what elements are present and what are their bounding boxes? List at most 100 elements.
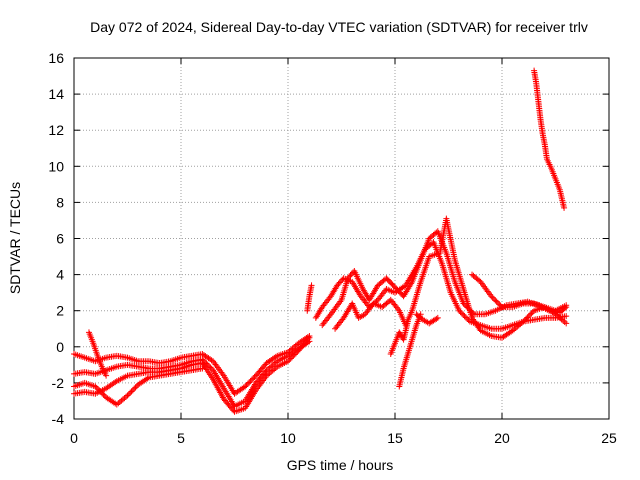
data-point-marker xyxy=(348,270,355,277)
data-point-marker xyxy=(243,382,250,389)
data-point-marker xyxy=(494,300,501,307)
series-track-l xyxy=(413,311,441,327)
series-track-k xyxy=(387,318,411,358)
data-point-marker xyxy=(338,278,345,285)
y-tick-label: 4 xyxy=(56,267,64,283)
data-point-marker xyxy=(461,313,468,320)
data-point-marker xyxy=(563,302,570,309)
data-point-marker xyxy=(336,279,343,286)
data-point-marker xyxy=(334,282,341,289)
data-point-marker xyxy=(124,392,131,399)
data-point-marker xyxy=(489,294,496,301)
data-point-marker xyxy=(92,383,99,390)
data-point-marker xyxy=(476,277,483,284)
data-point-marker xyxy=(306,334,313,341)
tick-labels: 0 5 10 15 20 25 -4 -2 0 2 4 6 8 10 12 14 16 xyxy=(48,50,617,446)
data-point-marker xyxy=(99,390,106,397)
series-track-n xyxy=(531,67,568,211)
data-point-marker xyxy=(305,336,312,343)
data-point-marker xyxy=(497,302,504,309)
data-point-marker xyxy=(493,298,500,305)
data-point-marker xyxy=(251,374,258,381)
y-tick-label: 10 xyxy=(48,158,64,174)
data-point-marker xyxy=(103,372,110,379)
data-point-marker xyxy=(490,295,497,302)
data-point-marker xyxy=(488,293,495,300)
data-point-marker xyxy=(294,348,301,355)
data-point-marker xyxy=(347,272,354,279)
data-point-marker xyxy=(290,352,297,359)
data-point-marker xyxy=(521,317,528,324)
data-point-marker xyxy=(291,351,298,358)
data-point-marker xyxy=(434,314,441,321)
y-tick-label: 6 xyxy=(56,231,64,247)
data-point-marker xyxy=(131,385,138,392)
data-point-marker xyxy=(525,313,532,320)
x-tick-label: 15 xyxy=(387,430,403,446)
chart-title: Day 072 of 2024, Sidereal Day-to-day VTE… xyxy=(90,19,588,35)
data-point-marker xyxy=(247,378,254,385)
data-point-marker xyxy=(128,388,135,395)
data-point-marker xyxy=(561,204,568,211)
data-point-marker xyxy=(335,280,342,287)
data-point-marker xyxy=(287,355,294,362)
data-point-marker xyxy=(456,307,463,314)
y-tick-label: 12 xyxy=(48,122,64,138)
series-track-f xyxy=(304,282,315,314)
data-point-marker xyxy=(496,301,503,308)
data-point-marker xyxy=(127,389,134,396)
series-track-e xyxy=(85,329,110,379)
data-point-marker xyxy=(344,275,351,282)
data-point-marker xyxy=(248,376,255,383)
data-point-marker xyxy=(529,309,536,316)
y-tick-label: 0 xyxy=(56,339,64,355)
data-point-marker xyxy=(129,387,136,394)
data-point-marker xyxy=(293,350,300,357)
data-point-marker xyxy=(462,314,469,321)
data-point-marker xyxy=(246,379,253,386)
data-point-marker xyxy=(250,375,257,382)
x-tick-label: 0 xyxy=(70,430,78,446)
y-tick-label: -4 xyxy=(52,411,65,427)
data-point-marker xyxy=(308,282,315,289)
data-point-marker xyxy=(404,318,411,325)
data-point-marker xyxy=(563,320,570,327)
data-point-marker xyxy=(97,388,104,395)
y-tick-label: 16 xyxy=(48,50,64,66)
data-point-marker xyxy=(527,311,534,318)
y-tick-label: 14 xyxy=(48,86,64,102)
data-point-marker xyxy=(93,384,100,391)
data-point-marker xyxy=(242,383,249,390)
data-point-marker xyxy=(460,311,467,318)
x-tick-label: 10 xyxy=(280,430,296,446)
series-track-a xyxy=(71,332,313,397)
data-point-marker xyxy=(523,315,530,322)
y-axis-label: SDTVAR / TECUs xyxy=(7,182,23,294)
y-tick-label: 2 xyxy=(56,303,64,319)
data-point-marker xyxy=(285,358,291,365)
data-point-marker xyxy=(244,380,251,387)
data-point-marker xyxy=(520,318,527,325)
data-point-marker xyxy=(100,391,107,398)
data-point-marker xyxy=(199,365,206,372)
data-point-marker xyxy=(346,273,353,280)
y-tick-label: -2 xyxy=(52,375,65,391)
data-points xyxy=(71,67,570,415)
x-tick-label: 20 xyxy=(494,430,510,446)
data-point-marker xyxy=(96,387,103,394)
data-point-marker xyxy=(524,314,531,321)
series-track-m xyxy=(469,271,570,314)
data-point-marker xyxy=(289,354,296,361)
x-tick-label: 5 xyxy=(177,430,185,446)
x-tick-label: 25 xyxy=(601,430,617,446)
axis-ticks xyxy=(73,57,610,420)
grid xyxy=(74,58,609,419)
data-point-marker xyxy=(433,315,440,322)
data-point-marker xyxy=(458,310,465,317)
data-point-marker xyxy=(465,317,472,324)
data-point-marker xyxy=(492,297,499,304)
x-axis-label: GPS time / hours xyxy=(287,457,394,473)
data-point-marker xyxy=(563,313,570,320)
